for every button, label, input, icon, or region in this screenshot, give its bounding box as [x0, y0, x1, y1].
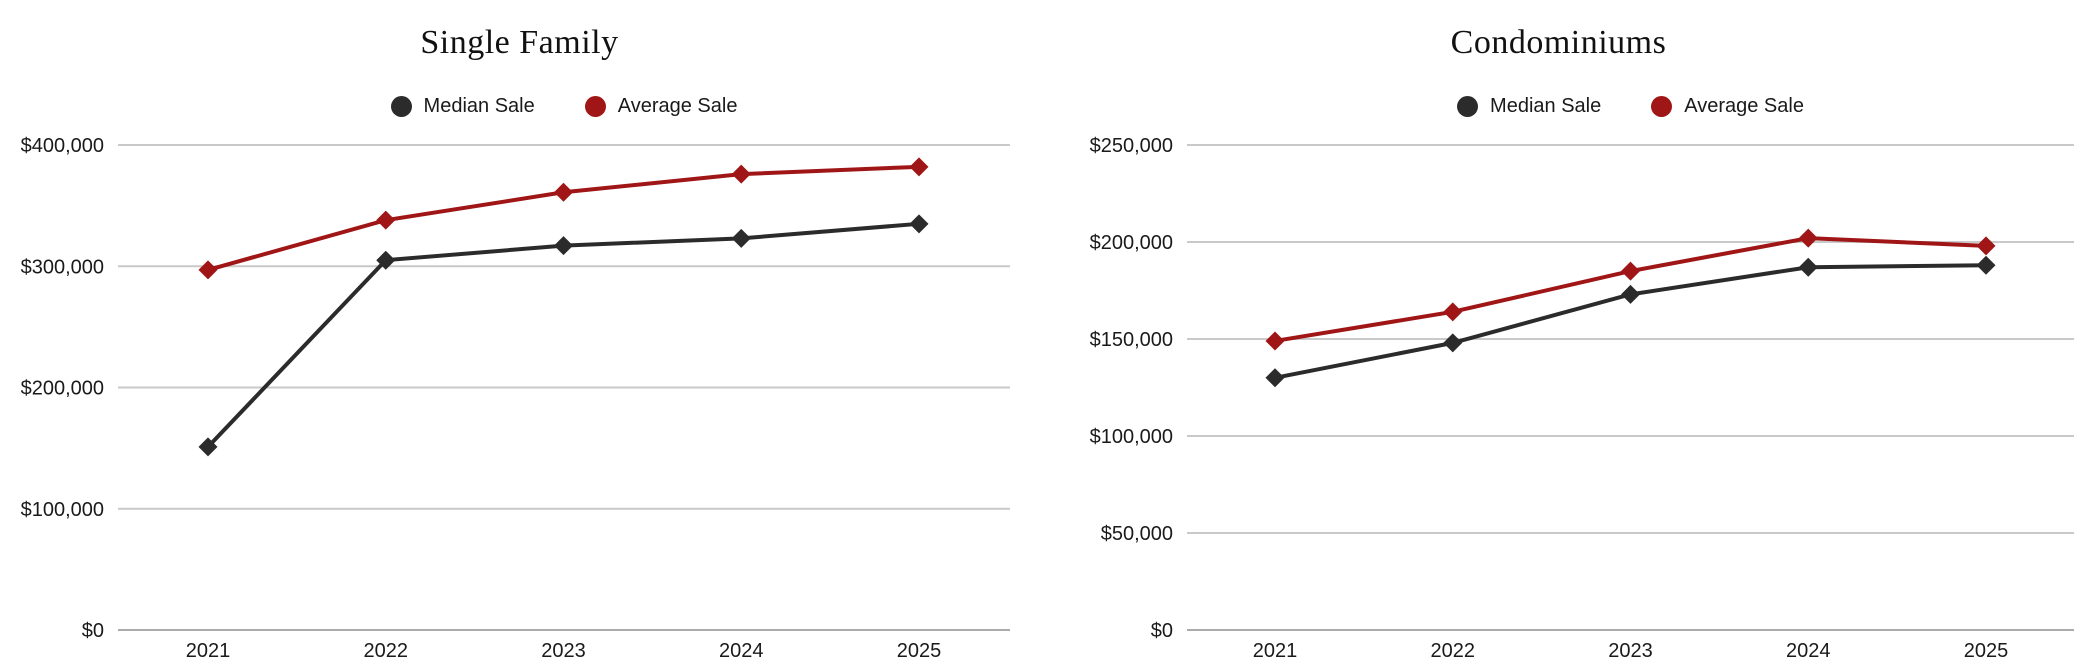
y-tick-label: $100,000: [21, 499, 104, 521]
median-sale-dot-icon: [390, 95, 412, 117]
gridlines: [118, 144, 1010, 631]
median-sale-dot-icon: [1457, 95, 1479, 117]
median-sale-marker: [731, 228, 751, 248]
chart-panel-condominiums: Condominiums Median Sale Average Sale $0…: [1039, 0, 2078, 665]
average-sale-dot-icon: [1651, 95, 1673, 117]
legend-label-average-sale: Average Sale: [617, 94, 738, 117]
y-tick-label: $0: [1151, 620, 1173, 642]
x-tick-label: 2023: [1608, 640, 1653, 662]
average-sale-marker: [1798, 228, 1818, 248]
legend-item-median-sale: Median Sale: [390, 94, 535, 118]
x-tick-label: 2022: [1431, 640, 1476, 662]
x-tick-label: 2024: [1786, 640, 1831, 662]
legend-item-average-sale: Average Sale: [1651, 95, 1804, 118]
y-tick-label: $250,000: [1090, 135, 1173, 157]
legend-single-family: Median Sale Average Sale: [118, 93, 1010, 119]
plot-area-condominiums: $0 $50,000 $100,000 $150,000 $200,000 $250,00…: [1090, 135, 2074, 662]
y-tick-label: $0: [82, 620, 104, 642]
x-tick-label: 2023: [541, 640, 586, 662]
y-axis-labels: $0 $100,000 $200,000 $300,000 $400,000: [21, 135, 104, 642]
x-tick-label: 2021: [1253, 640, 1298, 662]
x-axis-labels: 2021 2022 2023 2024 2025: [1253, 640, 2009, 662]
gridlines: [1187, 144, 2074, 631]
median-sale-marker: [909, 214, 929, 234]
x-axis-labels: 2021 2022 2023 2024 2025: [186, 640, 942, 662]
average-sale-marker: [1265, 331, 1285, 351]
x-tick-label: 2022: [364, 640, 409, 662]
average-sale-marker: [554, 182, 573, 202]
chart-panel-single-family: Single Family Median Sale Average Sale $…: [21, 24, 1010, 662]
median-sale-marker: [1621, 284, 1640, 304]
median-sale-marker: [1798, 257, 1818, 277]
average-sale-marker: [1976, 236, 1996, 256]
median-sale-marker: [1976, 255, 1996, 275]
median-sale-series: [1265, 255, 1996, 388]
average-sale-series: [198, 157, 929, 280]
average-sale-series: [1265, 228, 1996, 351]
x-tick-label: 2025: [897, 640, 942, 662]
legend-item-average-sale: Average Sale: [584, 94, 738, 118]
median-sale-series: [198, 214, 929, 457]
legend-item-median-sale: Median Sale: [1457, 95, 1601, 118]
chart-title-single-family: Single Family: [420, 24, 619, 62]
x-tick-label: 2021: [186, 640, 231, 662]
average-sale-marker: [198, 260, 218, 280]
legend-condominiums: Median Sale Average Sale: [1187, 93, 2074, 119]
average-sale-marker: [909, 157, 929, 177]
median-sale-marker: [198, 437, 218, 457]
legend-label-median-sale: Median Sale: [1490, 94, 1602, 117]
average-sale-marker: [1443, 302, 1463, 322]
y-tick-label: $150,000: [1090, 329, 1173, 351]
median-sale-marker: [1443, 333, 1463, 353]
legend-label-average-sale: Average Sale: [1684, 94, 1804, 117]
y-tick-label: $50,000: [1101, 523, 1173, 545]
median-sale-marker: [1265, 368, 1285, 388]
x-tick-label: 2024: [719, 640, 764, 662]
y-tick-label: $300,000: [21, 256, 104, 278]
average-sale-marker: [1621, 261, 1640, 281]
average-sale-marker: [731, 164, 751, 184]
legend-label-median-sale: Median Sale: [423, 94, 535, 117]
y-tick-label: $200,000: [21, 378, 104, 400]
y-axis-labels: $0 $50,000 $100,000 $150,000 $200,000 $250,00…: [1090, 135, 1173, 642]
y-tick-label: $400,000: [21, 135, 104, 157]
average-sale-marker: [376, 210, 396, 230]
y-tick-label: $200,000: [1090, 232, 1173, 254]
x-tick-label: 2025: [1964, 640, 2009, 662]
median-sale-marker: [554, 236, 573, 256]
median-sale-line: [206, 221, 920, 449]
chart-title-condominiums: Condominiums: [1450, 24, 1667, 62]
average-sale-dot-icon: [584, 95, 606, 117]
median-sale-marker: [376, 250, 396, 270]
y-tick-label: $100,000: [1090, 426, 1173, 448]
